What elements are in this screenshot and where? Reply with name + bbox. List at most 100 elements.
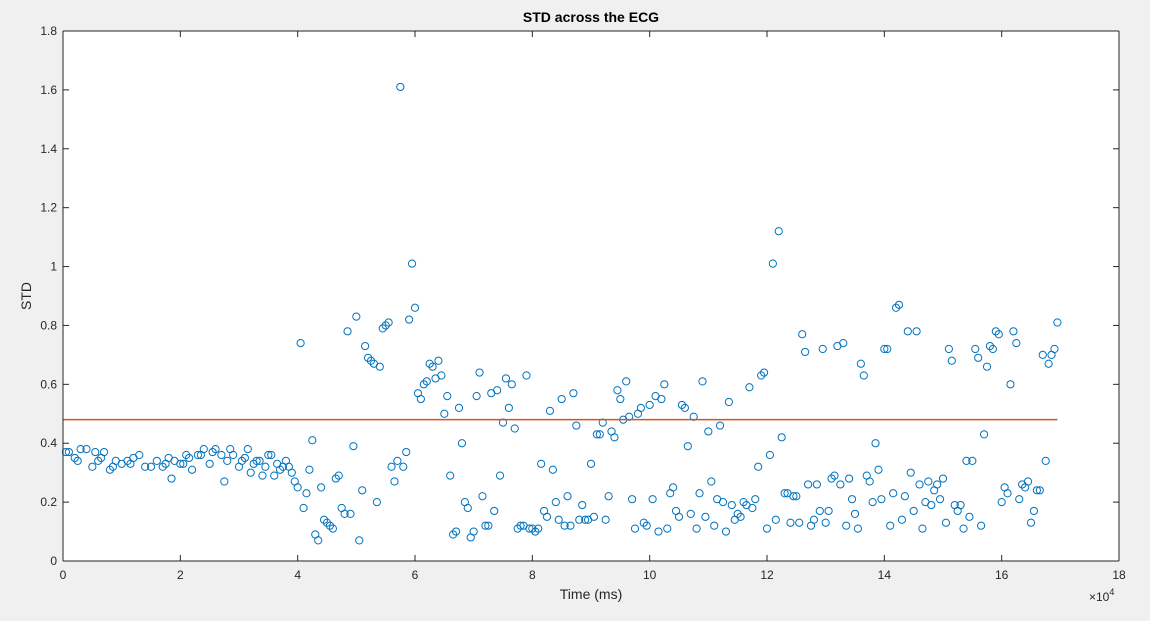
data-point xyxy=(836,480,845,489)
x-exponent-power: 4 xyxy=(1109,587,1114,597)
data-point xyxy=(830,471,839,480)
data-point xyxy=(818,344,827,354)
data-point xyxy=(73,456,82,465)
data-point xyxy=(977,521,986,530)
data-point xyxy=(592,430,601,439)
data-point xyxy=(410,303,420,312)
data-point xyxy=(859,371,868,380)
data-point xyxy=(182,450,191,460)
data-point xyxy=(780,489,789,498)
x-tick-label: 2 xyxy=(177,568,184,582)
data-point xyxy=(557,394,566,404)
data-point xyxy=(176,459,185,468)
data-point xyxy=(141,462,150,471)
data-point xyxy=(240,453,249,463)
data-point xyxy=(971,344,980,354)
data-point xyxy=(478,492,487,501)
data-point xyxy=(979,430,989,439)
data-point xyxy=(886,521,895,530)
data-point xyxy=(355,536,364,545)
data-point xyxy=(469,527,478,536)
data-point xyxy=(701,512,710,521)
data-point xyxy=(179,459,188,468)
data-point xyxy=(542,512,552,521)
data-point xyxy=(481,521,490,530)
data-point xyxy=(636,403,645,412)
data-point xyxy=(959,524,968,533)
data-point xyxy=(531,527,540,536)
data-point xyxy=(372,498,381,507)
data-point xyxy=(868,498,877,507)
data-point xyxy=(94,456,103,465)
data-point xyxy=(1012,339,1021,348)
data-point xyxy=(1041,456,1050,465)
data-point xyxy=(900,492,909,501)
data-point xyxy=(889,489,898,498)
data-point xyxy=(1026,518,1036,527)
data-point xyxy=(440,409,449,418)
data-point xyxy=(645,400,654,410)
data-point xyxy=(264,450,273,460)
data-point xyxy=(630,524,640,533)
data-point xyxy=(657,394,666,404)
x-tick-label: 18 xyxy=(1112,568,1126,582)
data-point xyxy=(768,259,777,268)
data-point xyxy=(82,445,91,454)
data-point xyxy=(158,462,167,471)
data-point xyxy=(428,362,437,371)
data-point xyxy=(396,82,405,92)
x-tick-label: 0 xyxy=(60,568,67,582)
data-point xyxy=(407,259,417,268)
data-point xyxy=(317,483,326,492)
data-point xyxy=(1044,359,1053,368)
y-axis-title: STD xyxy=(18,282,34,310)
data-point xyxy=(812,480,821,489)
data-point xyxy=(472,392,481,401)
data-point xyxy=(185,453,194,463)
data-point xyxy=(572,421,581,430)
data-point xyxy=(915,480,924,489)
data-point xyxy=(504,403,513,412)
data-point xyxy=(759,368,769,377)
data-point xyxy=(715,421,725,430)
data-point xyxy=(493,386,502,395)
data-point xyxy=(604,492,613,501)
data-point xyxy=(997,498,1006,507)
data-point xyxy=(105,465,115,474)
data-point xyxy=(261,462,270,471)
data-point xyxy=(883,344,892,354)
data-point xyxy=(61,447,71,457)
data-point xyxy=(328,524,337,533)
data-point xyxy=(809,515,819,524)
data-point xyxy=(275,465,285,474)
data-point xyxy=(654,527,663,536)
data-point xyxy=(167,474,176,483)
axes-frame xyxy=(62,30,1120,562)
data-point xyxy=(522,371,531,380)
data-point xyxy=(985,341,995,351)
y-tick-label: 1.2 xyxy=(40,201,57,215)
data-point xyxy=(575,515,584,524)
y-tick-label: 0 xyxy=(50,554,57,568)
data-point xyxy=(880,344,889,354)
data-point xyxy=(146,462,156,471)
data-point xyxy=(906,468,915,477)
data-point xyxy=(446,471,455,480)
plot-area xyxy=(61,82,1062,545)
data-point xyxy=(252,456,261,465)
data-point xyxy=(610,433,619,442)
data-point xyxy=(319,515,329,524)
data-point xyxy=(187,465,197,474)
data-point xyxy=(1035,486,1044,495)
data-point xyxy=(786,518,795,527)
data-point xyxy=(642,521,651,530)
data-point xyxy=(1032,486,1041,495)
x-axis-title: Time (ms) xyxy=(560,586,622,602)
data-point xyxy=(270,471,279,480)
data-point xyxy=(490,506,499,516)
data-point xyxy=(1050,344,1059,354)
data-point xyxy=(243,445,252,454)
data-point xyxy=(798,330,807,339)
data-point xyxy=(850,509,860,518)
x-axis-exponent: ×104 xyxy=(1089,587,1114,604)
